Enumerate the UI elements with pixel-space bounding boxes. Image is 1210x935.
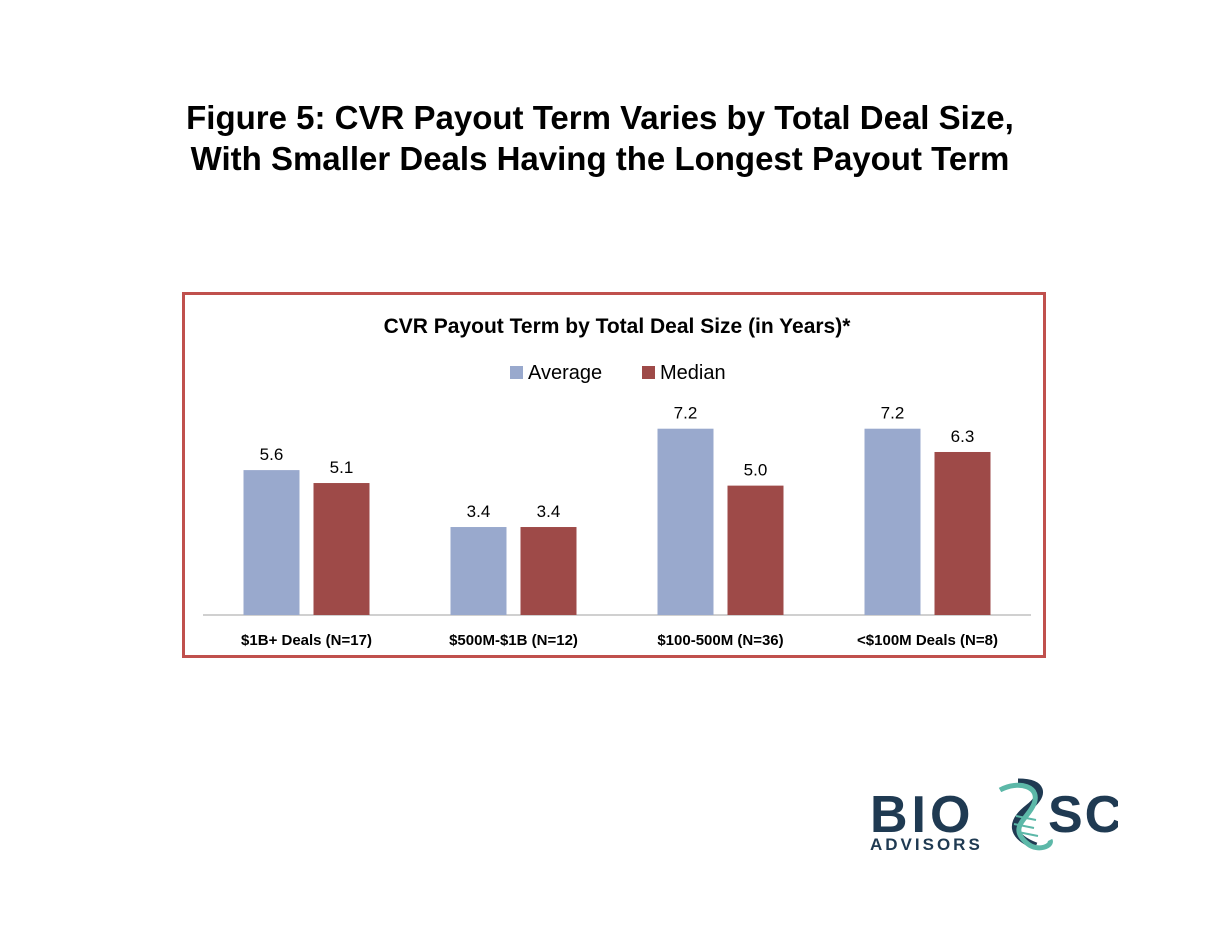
data-label: 3.4 (537, 502, 561, 521)
legend-label: Median (660, 362, 726, 384)
data-label: 6.3 (951, 427, 975, 446)
logo-sci-text: SCI (1048, 786, 1118, 844)
data-label: 5.6 (260, 445, 284, 464)
bar-median (934, 451, 991, 615)
bar-average (243, 470, 300, 615)
bar-median (727, 485, 784, 615)
bar-median (520, 527, 577, 615)
legend-item-median: Median (642, 362, 726, 384)
chart-title: CVR Payout Term by Total Deal Size (in Y… (384, 315, 852, 338)
chart-legend: Average Median (510, 362, 726, 384)
x-tick-label: <$100M Deals (N=8) (857, 632, 998, 649)
logo-graphic: BIO SCI ADVISORS (870, 778, 1139, 854)
data-label: 5.1 (330, 458, 354, 477)
bar-average (657, 428, 714, 615)
bar-median (313, 483, 370, 615)
x-tick-label: $100-500M (N=36) (657, 632, 783, 649)
logo-bio-text: BIO (870, 786, 974, 844)
data-label: 7.2 (881, 404, 905, 423)
page-title-line2: With Smaller Deals Having the Longest Pa… (190, 140, 1010, 177)
dna-helix-icon (998, 778, 1053, 851)
bar-average (864, 428, 921, 615)
data-label: 3.4 (467, 502, 491, 521)
x-tick-label: $500M-$1B (N=12) (449, 632, 578, 649)
legend-label: Average (528, 362, 602, 384)
legend-item-average: Average (510, 362, 602, 384)
plot-area: 5.6 5.1 $1B+ Deals (N=17) 3.4 3.4 $500M-$1B (… (203, 404, 1031, 649)
bar-average (450, 527, 507, 615)
legend-swatch (642, 366, 655, 379)
bar-chart: CVR Payout Term by Total Deal Size (in Y… (203, 315, 1031, 649)
page-title-line1: Figure 5: CVR Payout Term Varies by Tota… (186, 99, 1014, 136)
legend-swatch (510, 366, 523, 379)
biosci-advisors-logo: BIO SCI ADVISORS (868, 776, 1139, 856)
logo-advisors-text: ADVISORS (870, 835, 983, 854)
x-tick-label: $1B+ Deals (N=17) (241, 632, 372, 649)
chart-frame: CVR Payout Term by Total Deal Size (in Y… (182, 292, 1046, 658)
data-label: 5.0 (744, 461, 768, 480)
data-label: 7.2 (674, 404, 698, 423)
page-title: Figure 5: CVR Payout Term Varies by Tota… (0, 97, 1200, 179)
